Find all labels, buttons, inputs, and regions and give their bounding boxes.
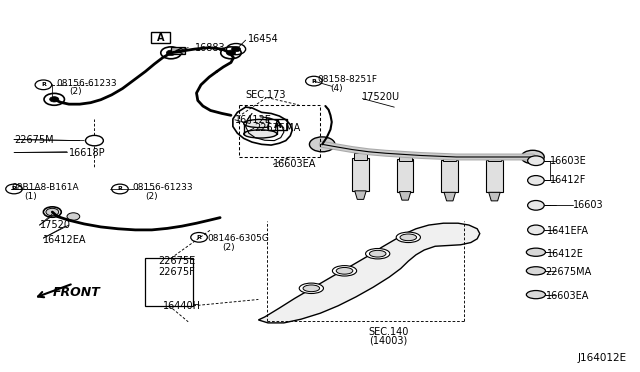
Bar [352, 158, 369, 191]
Ellipse shape [396, 232, 420, 243]
Circle shape [46, 208, 59, 216]
Bar [488, 155, 501, 161]
Text: 16412E: 16412E [547, 249, 584, 259]
Polygon shape [355, 191, 366, 199]
Ellipse shape [300, 283, 323, 294]
Ellipse shape [332, 266, 356, 276]
Text: 16618P: 16618P [69, 148, 106, 157]
Text: J164012E: J164012E [577, 353, 627, 363]
Ellipse shape [400, 234, 417, 241]
Text: R: R [41, 82, 46, 87]
Text: 16412E: 16412E [235, 115, 271, 125]
Text: 16412F: 16412F [550, 176, 586, 185]
Polygon shape [259, 223, 480, 323]
Ellipse shape [369, 250, 386, 257]
Text: 16603EA: 16603EA [545, 291, 589, 301]
Circle shape [527, 156, 544, 166]
Text: 22675E: 22675E [158, 256, 195, 266]
Ellipse shape [244, 119, 277, 128]
Text: (2): (2) [69, 87, 81, 96]
Text: (4): (4) [330, 84, 343, 93]
Text: 16883: 16883 [195, 44, 225, 53]
Text: R: R [12, 186, 17, 192]
Circle shape [527, 225, 544, 235]
Bar [145, 258, 193, 306]
Polygon shape [399, 192, 411, 200]
Text: 17520U: 17520U [362, 93, 401, 102]
FancyBboxPatch shape [268, 119, 287, 130]
Text: 16412EA: 16412EA [44, 235, 87, 245]
Text: R: R [312, 78, 316, 84]
Circle shape [50, 97, 59, 102]
Text: 22675M: 22675M [14, 135, 54, 144]
Text: 16454: 16454 [248, 34, 278, 44]
Circle shape [309, 137, 335, 152]
Circle shape [67, 213, 80, 220]
Text: 08B1A8-B161A: 08B1A8-B161A [12, 183, 79, 192]
Ellipse shape [336, 267, 353, 274]
Text: FRONT: FRONT [52, 286, 100, 298]
Circle shape [166, 50, 175, 55]
Text: (2): (2) [222, 243, 235, 251]
Bar [442, 160, 458, 192]
Text: R: R [118, 186, 122, 192]
Text: 08156-61233: 08156-61233 [56, 79, 116, 88]
Circle shape [232, 46, 241, 52]
Text: A: A [274, 120, 281, 129]
Bar [399, 154, 412, 161]
Bar [397, 159, 413, 192]
Text: 16603: 16603 [573, 201, 604, 210]
Ellipse shape [244, 130, 277, 138]
Polygon shape [489, 192, 500, 201]
Ellipse shape [526, 248, 545, 256]
Text: 16440H: 16440H [163, 301, 201, 311]
FancyBboxPatch shape [151, 32, 170, 43]
Text: 17520: 17520 [40, 220, 70, 230]
Text: 08146-6305G: 08146-6305G [207, 234, 269, 243]
Text: A: A [157, 33, 164, 42]
Text: SEC.140: SEC.140 [369, 327, 409, 337]
Text: 22675MA: 22675MA [254, 124, 300, 133]
Text: 22675MA: 22675MA [545, 267, 592, 277]
Text: (14003): (14003) [369, 336, 407, 345]
Ellipse shape [526, 267, 545, 275]
Circle shape [227, 50, 236, 55]
Ellipse shape [526, 291, 545, 299]
Ellipse shape [365, 248, 390, 259]
Circle shape [527, 201, 544, 210]
Text: 08156-61233: 08156-61233 [132, 183, 193, 192]
Text: 1641EFA: 1641EFA [547, 227, 589, 236]
Text: SEC.173: SEC.173 [246, 90, 286, 100]
Text: 08158-8251F: 08158-8251F [317, 76, 378, 84]
Circle shape [48, 210, 56, 214]
Text: R: R [196, 235, 202, 240]
Text: 16603E: 16603E [550, 156, 587, 166]
Text: 22675F: 22675F [158, 267, 195, 277]
Circle shape [521, 150, 544, 164]
Bar [171, 47, 185, 54]
Circle shape [527, 176, 544, 185]
Bar [486, 160, 503, 192]
Text: (2): (2) [145, 192, 158, 201]
Bar [444, 155, 456, 161]
Polygon shape [444, 192, 456, 201]
Ellipse shape [303, 285, 319, 292]
Text: 16603EA: 16603EA [273, 160, 316, 169]
Bar [354, 153, 367, 160]
Text: (1): (1) [24, 192, 37, 201]
